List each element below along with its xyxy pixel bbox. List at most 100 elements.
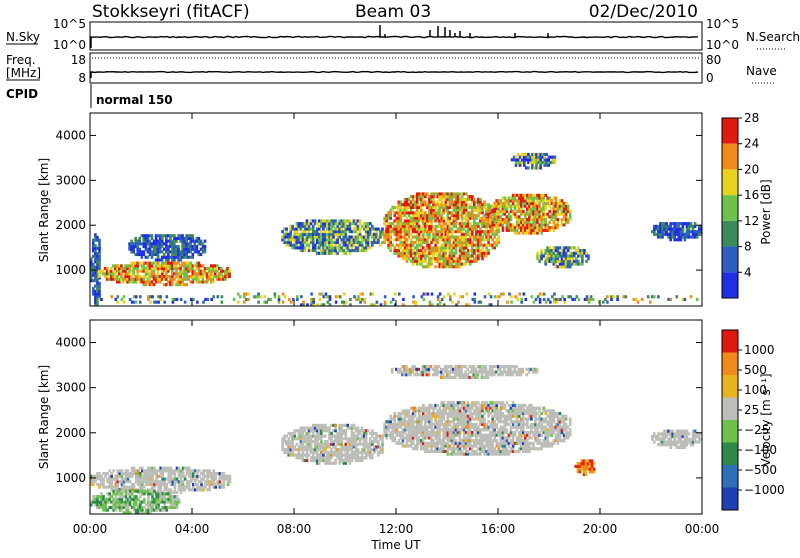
data-cell bbox=[129, 501, 132, 504]
data-cell bbox=[544, 194, 547, 197]
data-cell bbox=[336, 252, 339, 255]
data-cell bbox=[561, 221, 564, 224]
data-cell bbox=[379, 236, 382, 239]
data-cell bbox=[170, 492, 173, 495]
data-cell bbox=[555, 197, 558, 200]
data-cell bbox=[577, 246, 580, 249]
data-cell bbox=[445, 254, 448, 257]
data-cell bbox=[557, 257, 560, 260]
data-cell bbox=[345, 233, 348, 236]
data-cell bbox=[143, 506, 146, 509]
data-cell bbox=[585, 252, 588, 255]
data-cell bbox=[515, 156, 518, 159]
data-cell bbox=[404, 214, 407, 217]
data-cell bbox=[430, 260, 433, 263]
data-cell bbox=[375, 437, 378, 440]
freq-unit: [MHz] bbox=[6, 66, 41, 80]
data-cell bbox=[427, 293, 430, 296]
data-cell bbox=[538, 213, 541, 216]
data-cell bbox=[676, 295, 679, 298]
data-cell bbox=[196, 472, 199, 475]
data-cell bbox=[98, 472, 101, 475]
data-cell bbox=[176, 503, 179, 506]
data-cell bbox=[336, 225, 339, 228]
data-cell bbox=[447, 450, 450, 453]
data-cell bbox=[214, 272, 217, 275]
data-cell bbox=[554, 158, 557, 161]
data-cell bbox=[163, 480, 166, 483]
data-cell bbox=[508, 213, 511, 216]
data-cell bbox=[418, 412, 421, 415]
data-cell bbox=[131, 492, 134, 495]
data-cell bbox=[357, 238, 360, 241]
data-cell bbox=[524, 199, 527, 202]
data-cell bbox=[302, 244, 305, 247]
data-cell bbox=[447, 209, 450, 212]
data-cell bbox=[465, 246, 468, 249]
data-cell bbox=[412, 439, 415, 442]
data-cell bbox=[535, 164, 538, 167]
data-cell bbox=[367, 236, 370, 239]
data-cell bbox=[563, 298, 566, 301]
data-cell bbox=[590, 295, 593, 298]
data-cell bbox=[94, 233, 97, 236]
data-cell bbox=[451, 263, 454, 266]
data-cell bbox=[434, 265, 437, 268]
data-cell bbox=[121, 298, 124, 301]
data-cell bbox=[422, 412, 425, 415]
data-cell bbox=[179, 275, 182, 278]
data-cell bbox=[465, 263, 468, 266]
data-cell bbox=[506, 207, 509, 210]
data-cell bbox=[438, 209, 441, 212]
nsky-label: N.Sky bbox=[6, 30, 40, 44]
data-cell bbox=[442, 211, 445, 214]
data-cell bbox=[377, 440, 380, 443]
data-cell bbox=[214, 475, 217, 478]
data-cell bbox=[412, 198, 415, 201]
data-cell bbox=[345, 429, 348, 432]
data-cell bbox=[153, 486, 156, 489]
data-cell bbox=[402, 442, 405, 445]
data-cell bbox=[493, 236, 496, 239]
data-cell bbox=[181, 234, 184, 237]
data-cell bbox=[455, 249, 458, 252]
data-cell bbox=[588, 301, 591, 304]
data-cell bbox=[318, 462, 321, 465]
data-cell bbox=[393, 412, 396, 415]
data-cell bbox=[345, 301, 348, 304]
data-cell bbox=[649, 301, 652, 304]
data-cell bbox=[345, 462, 348, 465]
data-cell bbox=[110, 475, 113, 478]
data-cell bbox=[326, 440, 329, 443]
data-cell bbox=[190, 262, 193, 265]
data-cell bbox=[545, 301, 548, 304]
data-cell bbox=[416, 447, 419, 450]
data-cell bbox=[469, 257, 472, 260]
data-cell bbox=[281, 445, 284, 448]
data-cell bbox=[389, 214, 392, 217]
data-cell bbox=[542, 254, 545, 257]
data-cell bbox=[555, 301, 558, 304]
data-cell bbox=[525, 298, 528, 301]
data-cell bbox=[389, 246, 392, 249]
data-cell bbox=[453, 420, 456, 423]
data-cell bbox=[141, 509, 144, 512]
data-cell bbox=[166, 486, 169, 489]
data-cell bbox=[357, 246, 360, 249]
data-cell bbox=[523, 293, 526, 296]
data-cell bbox=[431, 293, 434, 296]
data-cell bbox=[151, 256, 154, 259]
data-cell bbox=[416, 201, 419, 204]
data-cell bbox=[510, 218, 513, 221]
data-cell bbox=[455, 252, 458, 255]
data-cell bbox=[546, 202, 549, 205]
data-cell bbox=[304, 249, 307, 252]
data-cell bbox=[432, 209, 435, 212]
data-cell bbox=[176, 491, 179, 494]
data-cell bbox=[451, 198, 454, 201]
data-cell bbox=[410, 445, 413, 448]
data-cell bbox=[312, 301, 315, 304]
data-cell bbox=[115, 298, 118, 301]
data-cell bbox=[538, 205, 541, 208]
data-cell bbox=[449, 238, 452, 241]
